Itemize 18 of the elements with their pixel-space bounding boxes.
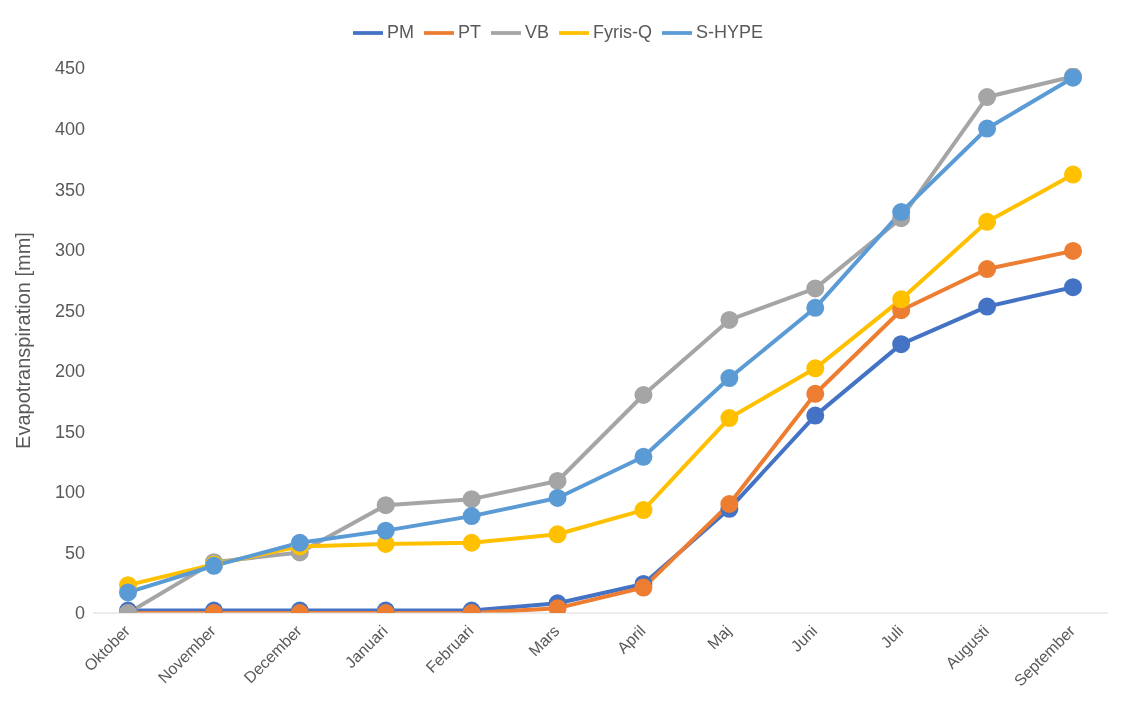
- y-tick-label: 100: [54, 482, 85, 503]
- y-tick-label: 450: [54, 58, 85, 79]
- y-tick-label: 50: [64, 542, 85, 563]
- y-tick-label: 250: [54, 300, 85, 321]
- legend-label: S-HYPE: [695, 21, 764, 42]
- y-tick-label: 200: [54, 361, 85, 382]
- y-tick-label: 350: [54, 179, 85, 200]
- y-tick-label: 300: [54, 240, 85, 261]
- legend-label: PM: [386, 21, 414, 42]
- legend-label: PT: [457, 21, 481, 42]
- x-tick-label: Juli: [877, 622, 907, 652]
- legend-label: Fyris-Q: [593, 21, 652, 42]
- x-tick-label: Maj: [704, 622, 735, 653]
- y-tick-label: 0: [74, 603, 85, 624]
- y-tick-label: 150: [54, 421, 85, 442]
- y-tick-label: 400: [54, 118, 85, 139]
- y-axis-title: Evapotranspiration [mm]: [12, 232, 35, 449]
- legend-label: VB: [524, 21, 549, 42]
